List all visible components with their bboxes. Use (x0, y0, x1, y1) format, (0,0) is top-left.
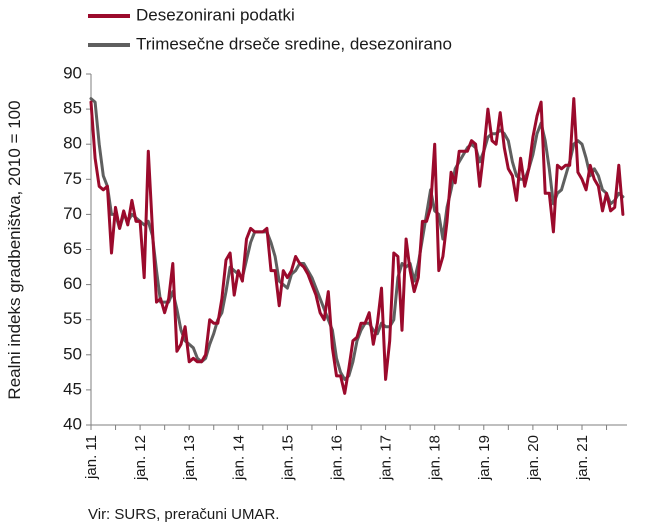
y-tick-label: 75 (63, 169, 82, 188)
x-tick-label: jan. 19 (476, 435, 493, 481)
legend: Desezonirani podatki Trimesečne drseče s… (88, 5, 452, 53)
y-tick-label: 70 (63, 204, 82, 223)
x-tick-label: jan. 12 (132, 435, 149, 481)
legend-label-series-0: Desezonirani podatki (136, 5, 295, 24)
x-tick-label: jan. 18 (427, 435, 444, 481)
source-note: Vir: SURS, preračuni UMAR. (88, 506, 280, 523)
series-line-0 (89, 97, 625, 395)
x-tick-label: jan. 17 (378, 435, 395, 481)
y-axis: 40 45 50 55 60 65 70 75 80 85 90 (63, 63, 92, 433)
y-tick-label: 40 (63, 414, 82, 433)
x-tick-label: jan. 20 (525, 435, 542, 481)
x-tick-label: jan. 16 (328, 435, 345, 481)
y-tick-label: 80 (63, 134, 82, 153)
series-line-1 (89, 97, 625, 381)
y-tick-label: 85 (63, 99, 82, 118)
x-axis: jan. 11 jan. 12 jan. 13 jan. 14 jan. 15 jan. … (83, 424, 627, 481)
y-tick-label: 55 (63, 309, 82, 328)
x-tick-label: jan. 21 (574, 435, 591, 481)
x-tick-label: jan. 13 (181, 435, 198, 481)
y-tick-label: 50 (63, 344, 82, 363)
y-tick-label: 60 (63, 274, 82, 293)
legend-label-series-1: Trimesečne drseče sredine, desezonirano (136, 34, 452, 53)
series-group (89, 97, 625, 395)
x-tick-label: jan. 14 (230, 435, 247, 481)
y-tick-label: 90 (63, 63, 82, 82)
x-tick-label: jan. 15 (279, 435, 296, 481)
y-tick-label: 45 (63, 379, 82, 398)
y-tick-label: 65 (63, 239, 82, 258)
x-tick-label: jan. 11 (83, 435, 100, 480)
y-axis-label: Realni indeks gradbeništva, 2010 = 100 (5, 100, 24, 399)
